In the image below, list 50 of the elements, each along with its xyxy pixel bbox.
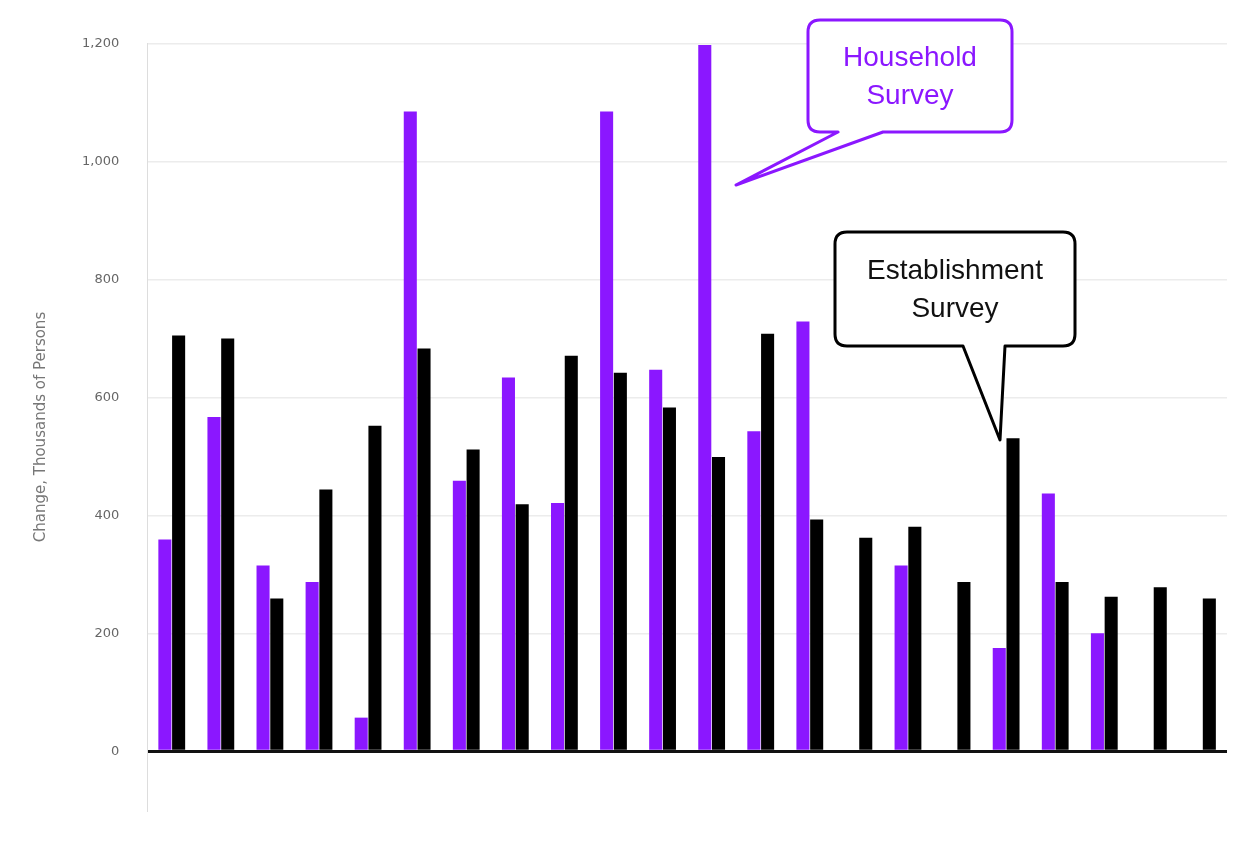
bar bbox=[354, 717, 368, 750]
bar bbox=[992, 648, 1006, 750]
y-tick-label: 1,000 bbox=[82, 153, 120, 169]
bar bbox=[859, 537, 873, 750]
text: Household Survey bbox=[842, 40, 978, 112]
bar bbox=[452, 480, 466, 750]
bar bbox=[1202, 598, 1216, 750]
bar bbox=[1041, 493, 1055, 750]
bar bbox=[761, 333, 775, 750]
bar bbox=[810, 519, 824, 750]
bar bbox=[564, 355, 578, 750]
bar bbox=[894, 565, 908, 750]
bar bbox=[649, 369, 663, 750]
bar bbox=[368, 425, 382, 750]
bar bbox=[305, 582, 319, 750]
y-axis-title: Change, Thousands of Persons bbox=[30, 311, 49, 543]
y-tick-label: 1,200 bbox=[82, 35, 120, 51]
bar bbox=[417, 348, 431, 750]
bar bbox=[600, 111, 614, 750]
y-tick-label: 0 bbox=[110, 742, 120, 758]
bar bbox=[908, 526, 922, 750]
bar bbox=[613, 372, 627, 750]
bar bbox=[466, 449, 480, 750]
bar bbox=[1006, 438, 1020, 750]
bar bbox=[221, 338, 235, 750]
bar bbox=[711, 457, 726, 750]
text: Establishment Survey bbox=[866, 253, 1044, 325]
bar bbox=[207, 416, 221, 750]
bar bbox=[957, 582, 971, 750]
bar bbox=[796, 321, 810, 750]
bar bbox=[551, 503, 565, 750]
bar bbox=[1055, 582, 1069, 750]
bar bbox=[515, 504, 529, 750]
bar bbox=[1090, 633, 1104, 750]
bar bbox=[501, 377, 515, 750]
bar bbox=[747, 431, 761, 750]
bar bbox=[256, 565, 270, 750]
bar bbox=[172, 335, 186, 750]
bar bbox=[319, 489, 333, 750]
y-tick-label: 800 bbox=[94, 270, 120, 286]
bar bbox=[1153, 587, 1167, 750]
bar bbox=[158, 539, 172, 750]
y-tick-label: 200 bbox=[94, 624, 120, 640]
bar bbox=[1104, 596, 1118, 750]
bar bbox=[662, 407, 676, 750]
bar bbox=[403, 111, 417, 750]
bar bbox=[270, 598, 284, 750]
y-tick-label: 600 bbox=[94, 388, 120, 404]
y-tick-label: 400 bbox=[94, 506, 120, 522]
bar bbox=[698, 44, 712, 750]
